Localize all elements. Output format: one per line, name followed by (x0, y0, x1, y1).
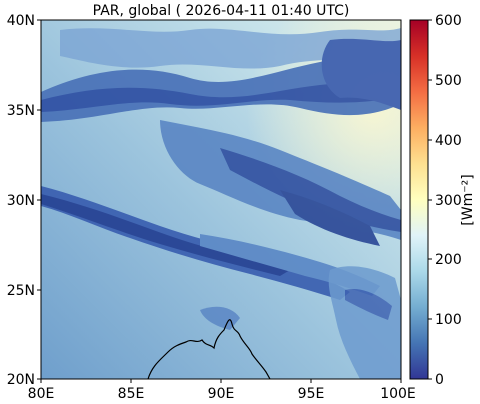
map-title: PAR, global ( 2026-04-11 01:40 UTC) (93, 3, 350, 19)
colorbar-tick-label: 400 (435, 133, 462, 149)
y-tick-label: 30N (7, 193, 35, 209)
x-tick-label: 80E (28, 386, 55, 402)
cloud-band-central (160, 120, 401, 246)
colorbar-tick-label: 500 (435, 73, 462, 89)
x-tick-label: 100E (380, 386, 416, 402)
colorbar-tick-label: 0 (435, 372, 444, 388)
y-tick-label: 40N (7, 13, 35, 29)
y-tick-labels: 40N 35N 30N 25N 20N (7, 13, 35, 388)
y-tick-label: 20N (7, 372, 35, 388)
y-tick-label: 35N (7, 103, 35, 119)
x-tick-marks (40, 379, 402, 383)
x-tick-label: 95E (298, 386, 325, 402)
colorbar-scale (409, 19, 429, 380)
cloud-cluster-southeast (200, 266, 401, 379)
x-tick-label: 90E (208, 386, 235, 402)
colorbar-tick-label: 300 (435, 193, 462, 209)
colorbar-unit-label: [Wm⁻²] (460, 174, 476, 225)
x-tick-labels: 80E 85E 90E 95E 100E (28, 386, 416, 402)
colorbar-tick-label: 600 (435, 13, 462, 29)
x-tick-label: 85E (118, 386, 145, 402)
colorbar-tick-marks (428, 19, 432, 380)
y-tick-label: 25N (7, 283, 35, 299)
cloud-band-north (41, 28, 401, 122)
colorbar-tick-label: 100 (435, 312, 462, 328)
y-tick-marks (37, 19, 41, 380)
colorbar: 600 500 400 300 200 100 0 [Wm⁻²] (409, 13, 476, 388)
map-panel (41, 20, 401, 379)
colorbar-tick-label: 200 (435, 252, 462, 268)
coastline (147, 319, 271, 379)
